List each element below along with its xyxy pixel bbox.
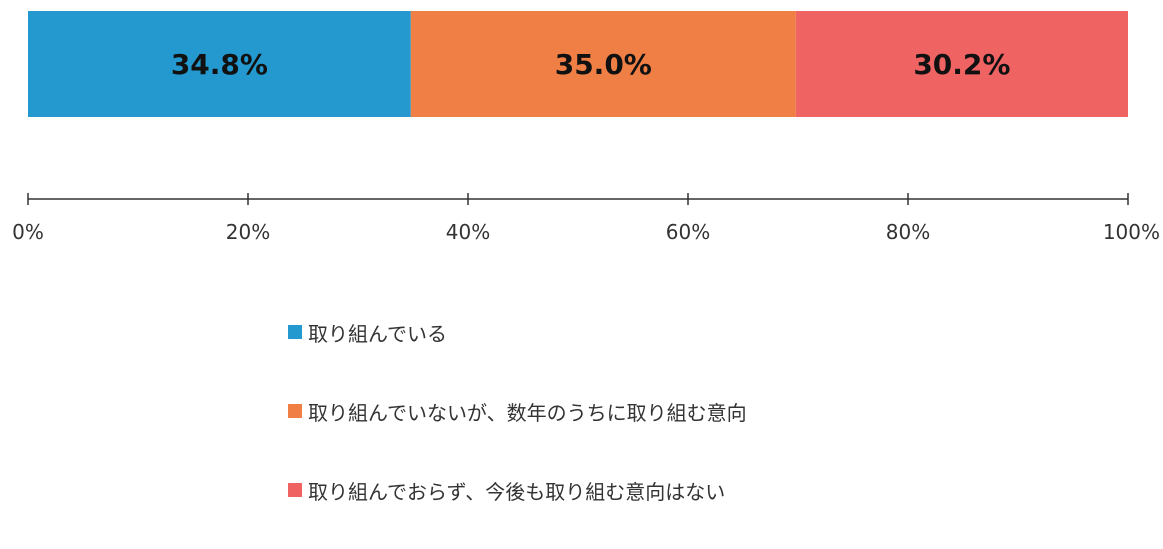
data-label-2: 35.0% bbox=[555, 48, 652, 81]
x-tick-label: 100% bbox=[1103, 220, 1160, 244]
x-tick-label: 80% bbox=[886, 220, 930, 244]
legend-item-1: 取り組んでいる bbox=[288, 312, 747, 352]
legend-label: 取り組んでおらず、今後も取り組む意向はない bbox=[308, 479, 726, 504]
legend-label: 取り組んでいる bbox=[308, 321, 447, 346]
bar-segment-2 bbox=[410, 11, 796, 117]
data-label-3: 30.2% bbox=[913, 48, 1010, 81]
legend-swatch bbox=[288, 404, 302, 418]
legend-swatch bbox=[288, 325, 302, 339]
data-label-1: 34.8% bbox=[171, 48, 268, 81]
legend-item-2: 取り組んでいないが、数年のうちに取り組む意向 bbox=[288, 391, 747, 431]
x-tick-label: 60% bbox=[666, 220, 710, 244]
x-tick-label: 40% bbox=[446, 220, 490, 244]
legend-swatch bbox=[288, 483, 302, 497]
x-tick-label: 20% bbox=[226, 220, 270, 244]
legend: 取り組んでいる取り組んでいないが、数年のうちに取り組む意向 取り組んでおらず、今後… bbox=[288, 312, 747, 549]
bar-group: 34.8% 35.0% 30.2% bbox=[28, 11, 1128, 117]
legend-item-3: 取り組んでおらず、今後も取り組む意向はない bbox=[288, 470, 747, 510]
x-tick-label: 0% bbox=[12, 220, 44, 244]
stacked-bar-chart: 34.8% 35.0% 30.2% 0% 20% 40% 60% 80% 100% bbox=[12, 11, 1160, 244]
x-axis: 0% 20% 40% 60% 80% 100% bbox=[12, 193, 1160, 244]
bar-segment-1 bbox=[28, 11, 411, 117]
bar-segment-3 bbox=[795, 11, 1128, 117]
legend-label: 取り組んでいないが、数年のうちに取り組む意向 bbox=[308, 400, 747, 425]
